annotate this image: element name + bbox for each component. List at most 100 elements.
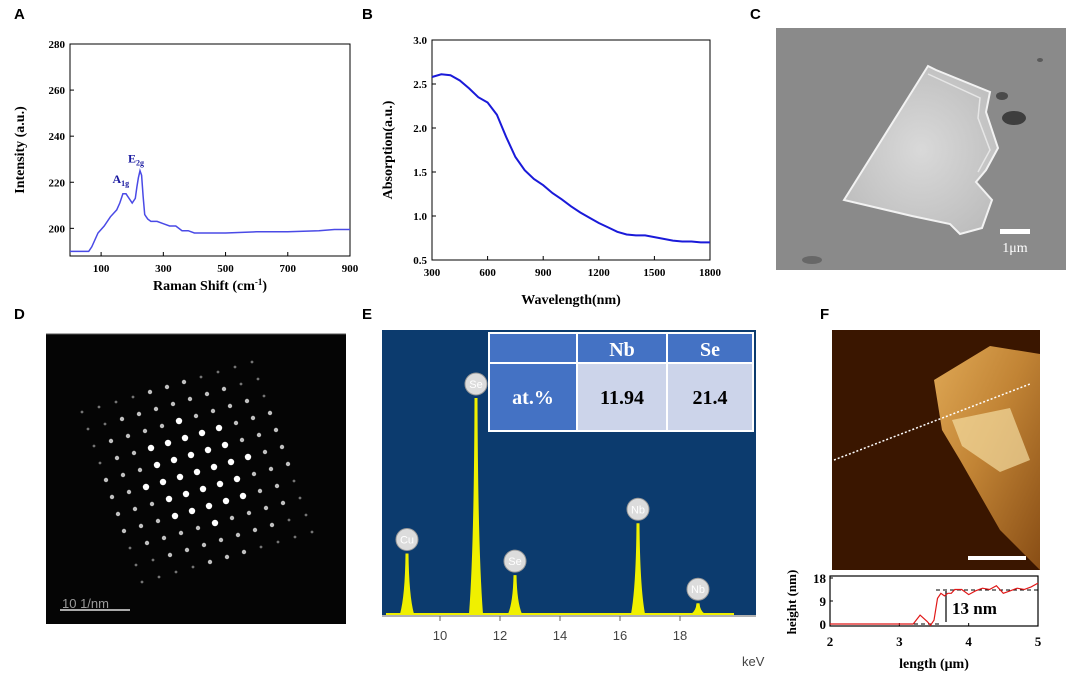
afm-x-tick-label: 4	[965, 634, 972, 649]
saed-spot	[119, 416, 125, 422]
eds-peak-label-se: Se	[469, 379, 482, 391]
saed-spot	[147, 389, 153, 395]
saed-spot	[142, 483, 150, 491]
saed-pattern: 10 1/nm	[46, 333, 346, 624]
panel-label-d: D	[14, 306, 25, 323]
eds-peaks: Cu Se Se Nb Nb	[395, 372, 710, 614]
saed-spot	[241, 549, 247, 555]
eds-peak-se	[508, 575, 522, 614]
eds-x-ticks: 10 12 14 16 18	[433, 616, 687, 643]
eds-peak-label-nb: Nb	[631, 504, 645, 516]
saed-spot	[250, 415, 256, 421]
saed-spot	[159, 478, 167, 486]
saed-spot	[193, 413, 199, 419]
absorption-plot-frame	[431, 39, 711, 261]
saed-spot	[285, 461, 291, 467]
afm-scale-bar	[968, 556, 1026, 560]
table-value-cell	[668, 364, 752, 430]
saed-spot	[136, 411, 142, 417]
eds-peak-badge	[503, 549, 527, 573]
saed-spot	[250, 360, 254, 364]
saed-spot	[108, 438, 114, 444]
afm-profile-line	[833, 383, 1031, 461]
saed-spot	[205, 502, 213, 510]
absorption-x-tick-label: 900	[535, 267, 552, 279]
saed-spot	[274, 483, 280, 489]
saed-spot	[114, 400, 118, 404]
table-row-label: at.%	[512, 387, 554, 409]
saed-spot	[181, 434, 189, 442]
sem-flake-edge	[927, 73, 991, 173]
saed-spot	[216, 370, 220, 374]
afm-x-tick-label: 3	[896, 634, 903, 649]
saed-spot	[132, 506, 138, 512]
table-value-cell	[578, 364, 666, 430]
sem-flake	[842, 64, 1000, 236]
saed-spot	[131, 395, 135, 399]
eds-peak-badge	[626, 497, 650, 521]
eds-peak-label-se: Se	[508, 556, 521, 568]
absorption-chart: 0.5 1.0 1.5 2.0 2.5 3.0 300 600 900 1200 1500 1800…	[381, 35, 722, 308]
saed-spot	[109, 494, 115, 500]
saed-spot	[174, 570, 178, 574]
eds-peak-cu	[400, 553, 414, 614]
eds-chart: Cu Se Se Nb Nb 10 12 14 16 18 keV Nb Se at.% 11.…	[382, 330, 765, 669]
saed-diffraction-spots	[80, 360, 314, 584]
raman-y-tick-label: 280	[49, 39, 66, 51]
saed-spot	[125, 433, 131, 439]
saed-spot	[235, 532, 241, 538]
saed-spot	[187, 396, 193, 402]
saed-spot	[187, 451, 195, 459]
saed-spot	[199, 375, 203, 379]
table-header-cell	[490, 334, 576, 362]
saed-spot	[98, 461, 102, 465]
saed-spot	[269, 522, 275, 528]
absorption-y-tick-label: 0.5	[413, 255, 427, 267]
eds-x-tick-label: 12	[493, 628, 507, 643]
eds-x-label: keV	[742, 654, 765, 669]
saed-spot	[239, 437, 245, 443]
saed-spot	[227, 458, 235, 466]
absorption-x-ticks: 300 600 900 1200 1500 1800	[424, 256, 722, 279]
saed-spot	[259, 545, 263, 549]
saed-spot	[244, 453, 252, 461]
eds-peak-badge	[395, 528, 419, 552]
saed-spot	[126, 489, 132, 495]
raman-peak-e2g-label: E2g	[128, 151, 144, 167]
panel-label-e: E	[362, 306, 373, 323]
saed-spot	[144, 540, 150, 546]
table-value-se: 21.4	[693, 387, 728, 409]
raman-y-tick-label: 260	[49, 85, 66, 97]
raman-x-tick-label: 900	[342, 263, 359, 275]
saed-spot	[293, 535, 297, 539]
absorption-y-ticks: 0.5 1.0 1.5 2.0 2.5 3.0	[413, 35, 436, 267]
absorption-x-tick-label: 1800	[699, 267, 722, 279]
saed-spot	[171, 512, 179, 520]
table-header-se: Se	[700, 339, 720, 361]
saed-spot	[142, 428, 148, 434]
saed-spot	[222, 497, 230, 505]
saed-spot	[210, 463, 218, 471]
saed-spot	[201, 542, 207, 548]
eds-x-tick-label: 14	[553, 628, 567, 643]
afm-x-tick-label: 2	[827, 634, 834, 649]
saed-spot	[114, 455, 120, 461]
saed-spot	[233, 475, 241, 483]
raman-y-label: Intensity (a.u.)	[13, 106, 28, 194]
saed-spot	[292, 479, 296, 483]
saed-spot	[170, 456, 178, 464]
saed-spot	[198, 429, 206, 437]
absorption-y-tick-label: 1.5	[413, 167, 427, 179]
saed-spot	[153, 406, 159, 412]
saed-spot	[227, 403, 233, 409]
saed-spot	[164, 384, 170, 390]
saed-spot	[280, 500, 286, 506]
afm-x-ticks: 2 3 4 5	[827, 623, 1042, 649]
sem-scale-bar	[1000, 229, 1030, 234]
eds-peak-badge	[686, 577, 710, 601]
saed-spot	[233, 365, 237, 369]
saed-spot	[211, 519, 219, 527]
saed-spot	[239, 382, 243, 386]
afm-x-label: length (μm)	[899, 657, 969, 672]
absorption-y-tick-label: 1.0	[413, 211, 427, 223]
